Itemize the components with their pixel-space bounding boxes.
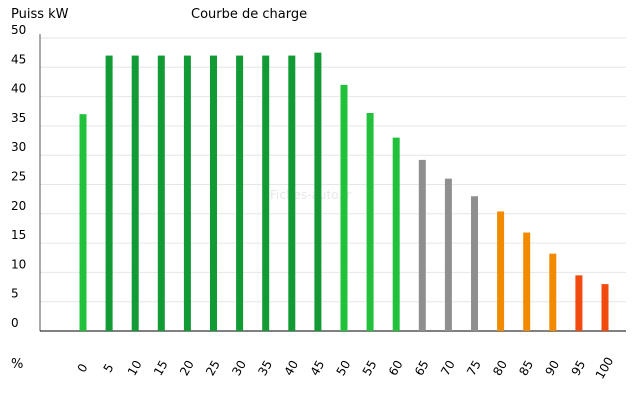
x-tick-label: 65: [412, 358, 432, 378]
bar: [157, 55, 165, 331]
x-tick-label: 40: [281, 358, 301, 378]
x-tick-label: 50: [334, 358, 354, 378]
y-tick-label: 45: [11, 52, 26, 66]
x-tick-label: 5: [101, 361, 117, 375]
x-tick-label: 15: [151, 358, 171, 378]
x-tick-label: 80: [490, 358, 510, 378]
y-tick-label: 5: [11, 287, 19, 301]
x-tick-label: 35: [255, 358, 275, 378]
x-tick-label: 95: [569, 358, 589, 378]
bar: [444, 178, 452, 331]
bar: [262, 55, 270, 331]
y-tick-label: 0: [11, 316, 19, 330]
bar: [236, 55, 244, 331]
x-tick-label: 85: [516, 358, 536, 378]
x-tick-label: 45: [308, 358, 328, 378]
y-axis-label: Puiss kW: [11, 7, 69, 22]
chart-title: Courbe de charge: [191, 7, 308, 22]
bar: [601, 284, 609, 331]
y-tick-label: 35: [11, 111, 26, 125]
y-tick-label: 20: [11, 199, 26, 213]
bar: [392, 137, 400, 331]
bar: [340, 84, 348, 331]
y-tick-label: 50: [11, 23, 26, 37]
y-tick-label: 30: [11, 140, 26, 154]
x-tick-label: 20: [177, 358, 197, 378]
x-tick-label: 30: [229, 358, 249, 378]
x-tick-label: 0: [75, 361, 91, 375]
y-tick-label: 15: [11, 228, 26, 242]
y-tick-label: 10: [11, 257, 26, 271]
bar: [131, 55, 139, 331]
x-tick-label: 55: [360, 358, 380, 378]
bar: [105, 55, 113, 331]
bar: [497, 211, 505, 331]
x-tick-label: 70: [438, 358, 458, 378]
bar: [549, 253, 557, 331]
bar: [366, 113, 374, 332]
x-tick-label: 100: [593, 355, 617, 382]
bar: [288, 55, 296, 331]
bar: [418, 159, 426, 331]
x-tick-label: 90: [542, 358, 562, 378]
x-axis-label: %: [11, 357, 24, 372]
bar: [314, 52, 322, 332]
bar: [79, 114, 87, 332]
bar: [183, 55, 191, 331]
x-tick-label: 75: [464, 358, 484, 378]
bar: [210, 55, 217, 331]
x-tick-label: 10: [125, 358, 145, 378]
bar: [575, 275, 583, 331]
y-tick-label: 25: [11, 170, 26, 184]
y-tick-label: 40: [11, 82, 26, 96]
x-tick-label: 60: [386, 358, 406, 378]
bar: [471, 196, 478, 331]
x-tick-label: 25: [203, 358, 223, 378]
bar: [523, 232, 531, 331]
